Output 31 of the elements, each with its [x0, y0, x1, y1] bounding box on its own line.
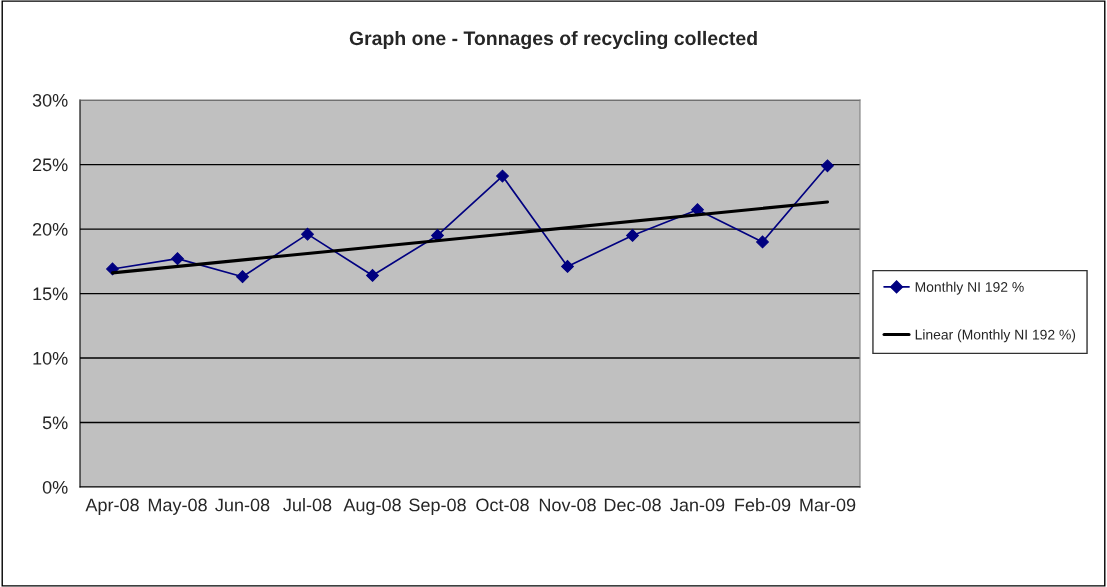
y-tick-label: 20%: [32, 222, 68, 236]
x-tick-label: Jul-08: [283, 498, 332, 512]
x-tick-label: Apr-08: [85, 498, 139, 515]
legend-label: Linear (Monthly NI 192 %): [915, 329, 1076, 343]
x-tick-label: Aug-08: [343, 498, 401, 515]
x-tick-label: Jan-09: [670, 498, 725, 512]
y-tick-label: 5%: [42, 416, 68, 430]
x-tick-label: Dec-08: [604, 498, 661, 512]
x-tick-label: Feb-09: [735, 498, 791, 512]
point: [756, 235, 769, 249]
point: [561, 260, 574, 273]
y-tick-label: 30%: [32, 93, 68, 107]
y-tick-label: 10%: [33, 351, 68, 365]
legend-label: Monthly NI 192 %: [915, 281, 1024, 295]
point: [821, 159, 834, 173]
x-tick-label: Nov-08: [539, 498, 596, 512]
x-tick-label: May-08: [148, 498, 207, 515]
x-tick-label: Mar-09: [800, 498, 856, 512]
y-tick-label: 25%: [32, 158, 68, 172]
point: [171, 252, 184, 266]
x-tick-label: Oct-08: [476, 498, 529, 512]
y-tick-label: 0%: [42, 480, 68, 494]
chart-title: Graph one - Tonnages of recycling collected: [349, 30, 757, 50]
point: [366, 269, 379, 282]
point: [626, 229, 639, 242]
x-tick-label: Sep-08: [409, 498, 466, 515]
point: [236, 270, 249, 284]
x-tick-label: Jun-08: [215, 498, 270, 512]
y-tick-label: 15%: [33, 287, 68, 301]
point: [496, 169, 509, 183]
point: [301, 227, 314, 241]
